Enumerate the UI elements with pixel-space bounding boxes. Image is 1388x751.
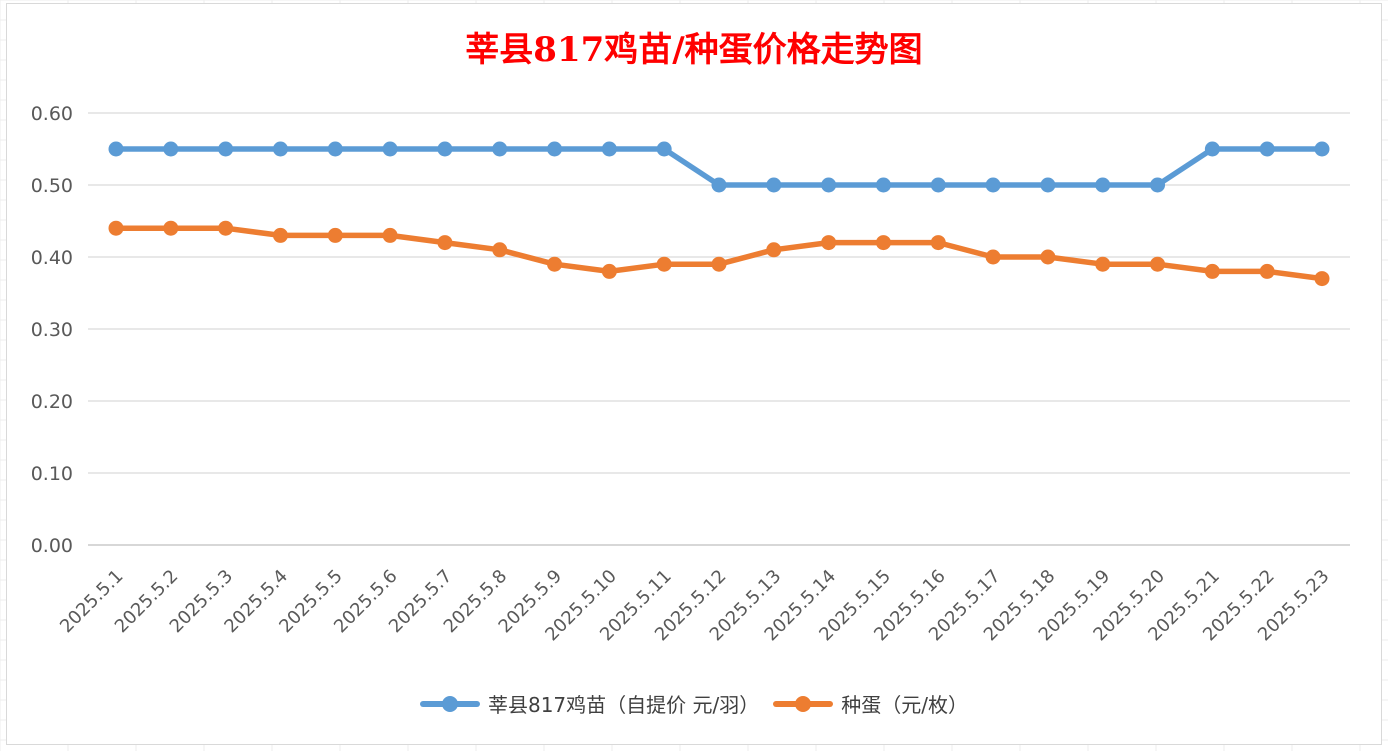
data-point-1 — [1259, 263, 1275, 279]
y-tick-label: 0.10 — [31, 463, 73, 485]
legend-item-egg: 种蛋（元/枚） — [773, 689, 968, 718]
data-point-0 — [766, 177, 782, 193]
data-point-0 — [437, 141, 453, 157]
data-point-1 — [547, 256, 563, 272]
data-point-1 — [218, 220, 234, 236]
data-point-0 — [601, 141, 617, 157]
data-point-1 — [272, 227, 288, 243]
data-point-1 — [985, 249, 1001, 265]
data-point-0 — [327, 141, 343, 157]
legend-swatch-egg — [773, 695, 834, 712]
data-point-0 — [1314, 141, 1330, 157]
data-point-0 — [492, 141, 508, 157]
data-point-1 — [1150, 256, 1166, 272]
data-point-1 — [601, 263, 617, 279]
data-point-0 — [108, 141, 124, 157]
data-point-1 — [1314, 271, 1330, 287]
data-point-0 — [218, 141, 234, 157]
data-point-1 — [821, 235, 837, 251]
data-point-0 — [821, 177, 837, 193]
data-point-0 — [272, 141, 288, 157]
data-point-0 — [1040, 177, 1056, 193]
data-point-0 — [547, 141, 563, 157]
data-point-1 — [1095, 256, 1111, 272]
chart-area[interactable] — [6, 3, 1382, 745]
data-point-0 — [875, 177, 891, 193]
data-point-0 — [1095, 177, 1111, 193]
data-point-1 — [875, 235, 891, 251]
data-point-0 — [711, 177, 727, 193]
data-point-1 — [711, 256, 727, 272]
chart-title: 莘县817鸡苗/种蛋价格走势图 — [465, 30, 923, 70]
data-point-1 — [437, 235, 453, 251]
data-point-0 — [382, 141, 398, 157]
data-point-0 — [930, 177, 946, 193]
y-tick-label: 0.40 — [31, 247, 73, 269]
data-point-0 — [1259, 141, 1275, 157]
data-point-1 — [656, 256, 672, 272]
data-point-0 — [163, 141, 179, 157]
legend-swatch-chick — [419, 695, 480, 712]
data-point-0 — [1150, 177, 1166, 193]
data-point-1 — [1204, 263, 1220, 279]
legend-label-chick: 莘县817鸡苗（自提价 元/羽） — [487, 693, 760, 717]
legend-item-chick: 莘县817鸡苗（自提价 元/羽） — [419, 689, 760, 718]
data-point-1 — [382, 227, 398, 243]
y-tick-label: 0.50 — [31, 175, 73, 197]
legend: 莘县817鸡苗（自提价 元/羽） 种蛋（元/枚） — [0, 689, 1388, 718]
y-tick-label: 0.20 — [31, 391, 73, 413]
data-point-0 — [1204, 141, 1220, 157]
data-point-1 — [1040, 249, 1056, 265]
data-point-1 — [492, 242, 508, 258]
y-tick-label: 0.00 — [31, 535, 73, 557]
data-point-1 — [766, 242, 782, 258]
data-point-1 — [163, 220, 179, 236]
data-point-0 — [656, 141, 672, 157]
y-tick-label: 0.60 — [31, 103, 73, 125]
data-point-1 — [930, 235, 946, 251]
data-point-0 — [985, 177, 1001, 193]
y-tick-label: 0.30 — [31, 319, 73, 341]
data-point-1 — [108, 220, 124, 236]
legend-label-egg: 种蛋（元/枚） — [841, 693, 969, 717]
data-point-1 — [327, 227, 343, 243]
